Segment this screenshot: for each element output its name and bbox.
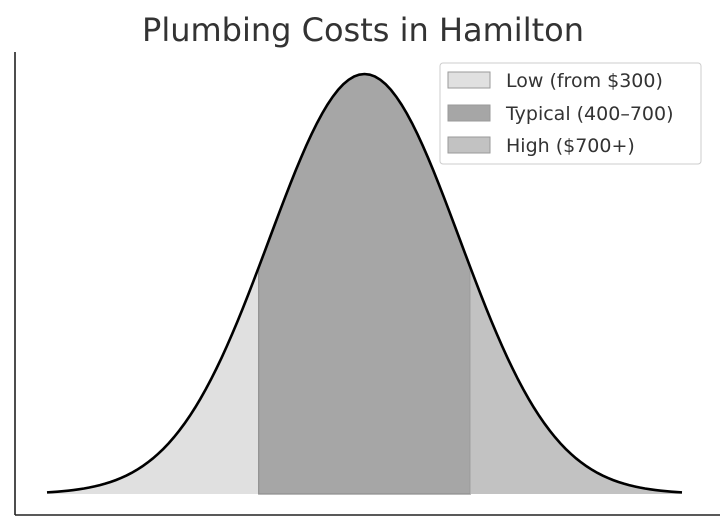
legend-label-high: High ($700+) bbox=[506, 135, 635, 157]
legend-swatch-high bbox=[447, 136, 491, 154]
legend: Low (from $300) Typical (400–700) High (… bbox=[439, 62, 702, 165]
legend-swatch-low bbox=[447, 71, 491, 89]
legend-label-typical: Typical (400–700) bbox=[505, 103, 674, 125]
density-curve bbox=[46, 72, 683, 494]
legend-frame bbox=[439, 62, 702, 165]
band-high bbox=[470, 267, 682, 494]
chart-title: Plumbing Costs in Hamilton bbox=[142, 11, 584, 49]
band-typical bbox=[258, 73, 471, 495]
legend-label-low: Low (from $300) bbox=[506, 70, 663, 92]
legend-swatch-typical bbox=[447, 104, 491, 122]
band-low bbox=[47, 267, 259, 494]
